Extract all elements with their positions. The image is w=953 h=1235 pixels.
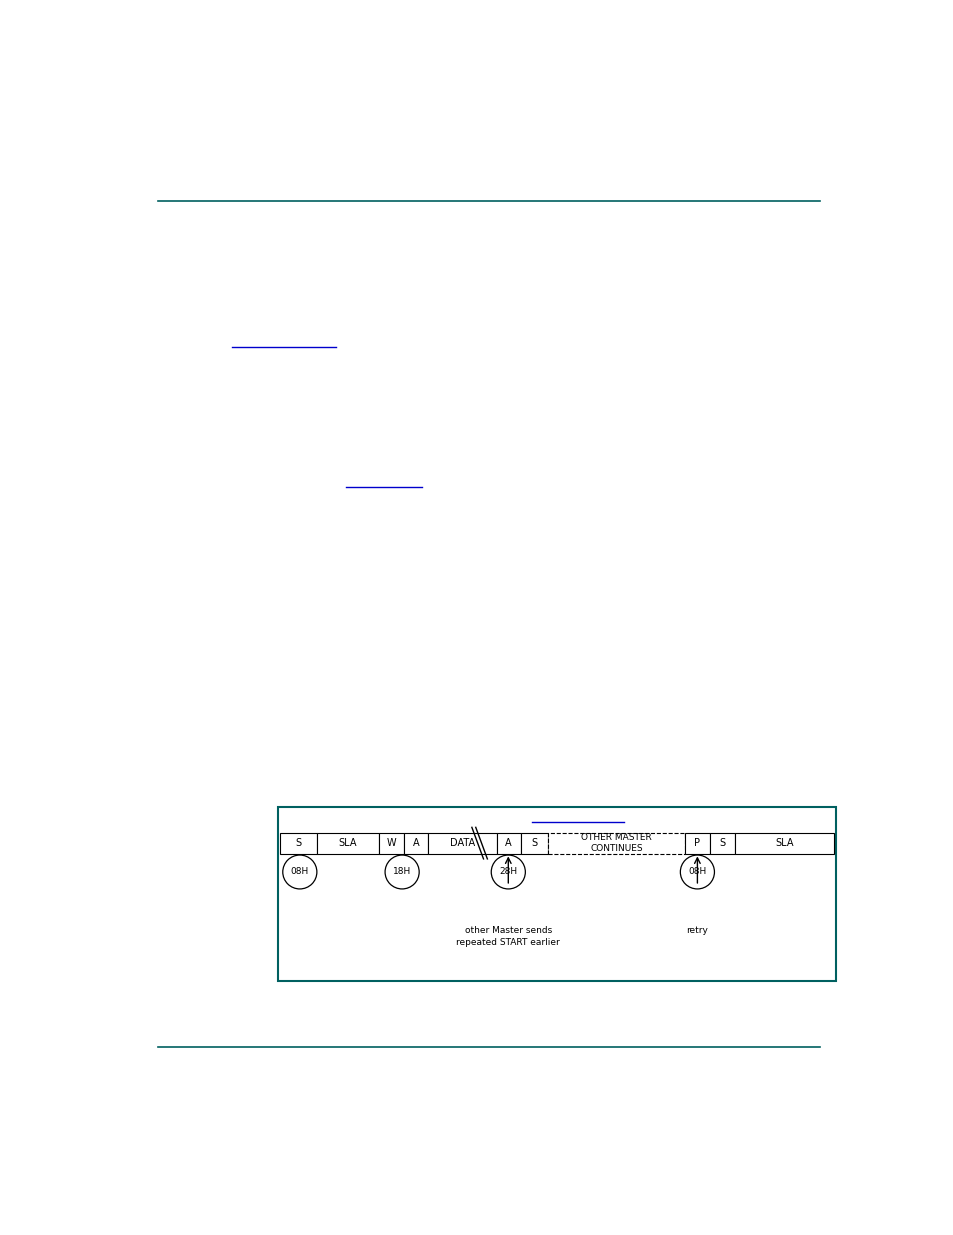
Text: 18H: 18H — [393, 867, 411, 877]
Text: A: A — [505, 839, 512, 848]
Bar — [280, 832, 316, 853]
Text: DATA: DATA — [449, 839, 475, 848]
Ellipse shape — [491, 855, 525, 889]
Bar — [278, 806, 835, 982]
Text: SLA: SLA — [775, 839, 793, 848]
Bar — [427, 832, 497, 853]
Bar — [520, 832, 547, 853]
Text: other Master sends
repeated START earlier: other Master sends repeated START earlie… — [456, 926, 559, 947]
Bar — [684, 832, 709, 853]
Bar — [735, 832, 833, 853]
Bar — [709, 832, 735, 853]
Text: P: P — [694, 839, 700, 848]
Text: 28H: 28H — [498, 867, 517, 877]
Text: S: S — [531, 839, 537, 848]
Text: S: S — [719, 839, 725, 848]
Ellipse shape — [385, 855, 418, 889]
Text: 08H: 08H — [687, 867, 706, 877]
Bar — [316, 832, 378, 853]
Ellipse shape — [679, 855, 714, 889]
Bar — [547, 832, 684, 853]
Text: retry: retry — [686, 926, 707, 935]
Text: SLA: SLA — [338, 839, 356, 848]
Text: S: S — [295, 839, 301, 848]
Ellipse shape — [282, 855, 316, 889]
Bar — [497, 832, 520, 853]
Bar — [378, 832, 404, 853]
Text: 08H: 08H — [291, 867, 309, 877]
Text: A: A — [413, 839, 419, 848]
Text: W: W — [387, 839, 396, 848]
Bar — [404, 832, 427, 853]
Text: OTHER MASTER
CONTINUES: OTHER MASTER CONTINUES — [580, 834, 651, 853]
